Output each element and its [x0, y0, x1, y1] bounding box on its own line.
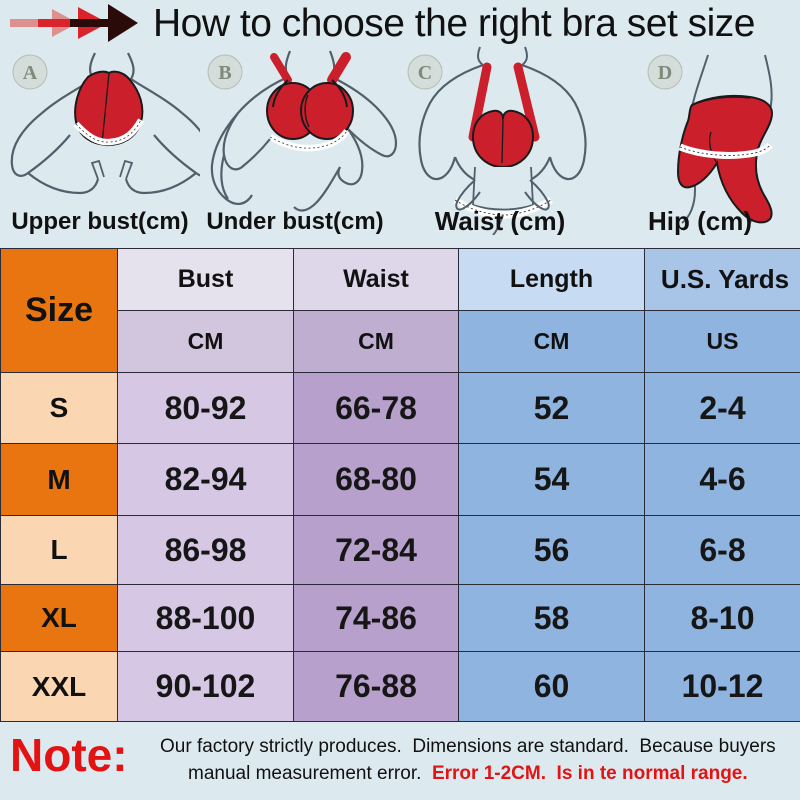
- svg-text:Upper bust(cm): Upper bust(cm): [11, 208, 188, 235]
- svg-text:Under bust(cm): Under bust(cm): [206, 208, 383, 235]
- svg-text:Waist (cm): Waist (cm): [435, 206, 566, 235]
- svg-text:Hip (cm): Hip (cm): [648, 206, 752, 235]
- svg-text:D: D: [658, 62, 672, 84]
- svg-text:B: B: [218, 62, 231, 84]
- svg-text:C: C: [418, 62, 432, 84]
- svg-text:A: A: [23, 62, 38, 84]
